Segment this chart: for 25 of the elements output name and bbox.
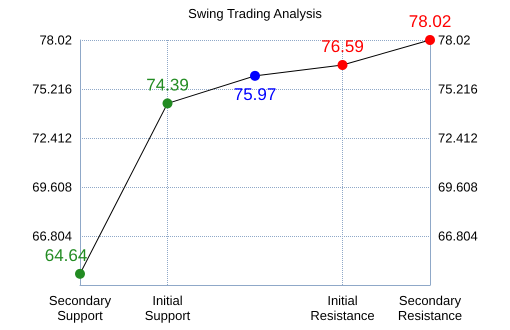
x-tick-label: Secondary Resistance: [398, 293, 462, 323]
x-tick-label: Initial Support: [144, 293, 191, 323]
data-label: 75.97: [234, 84, 276, 104]
data-label: 74.39: [146, 75, 189, 94]
point: [425, 35, 435, 45]
y-tick-label: 75.216: [32, 82, 72, 96]
y-tick-label: 78.02: [39, 32, 72, 48]
y2-tick-label: 72.412: [438, 130, 478, 146]
point: [338, 60, 348, 70]
y-tick-label: 66.804: [32, 228, 72, 244]
data-label: 78.02: [408, 12, 452, 31]
x-tick-label: Secondary Support: [48, 293, 112, 323]
data-label: 76.59: [321, 36, 364, 56]
x-tick-label: Initial Resistance: [310, 293, 375, 323]
point: [250, 70, 260, 81]
y2-tick-label: 69.608: [438, 180, 478, 194]
chart-title: Swing Trading Analysis: [188, 6, 322, 21]
data-label: 64.64: [44, 246, 88, 265]
y2-tick-label: 75.216: [438, 82, 478, 96]
y2-tick-label: 78.02: [438, 32, 471, 48]
point: [75, 268, 85, 279]
point: [162, 98, 172, 108]
y-tick-label: 72.412: [32, 130, 72, 146]
y2-tick-label: 66.804: [438, 228, 478, 244]
y-tick-label: 69.608: [32, 180, 72, 194]
